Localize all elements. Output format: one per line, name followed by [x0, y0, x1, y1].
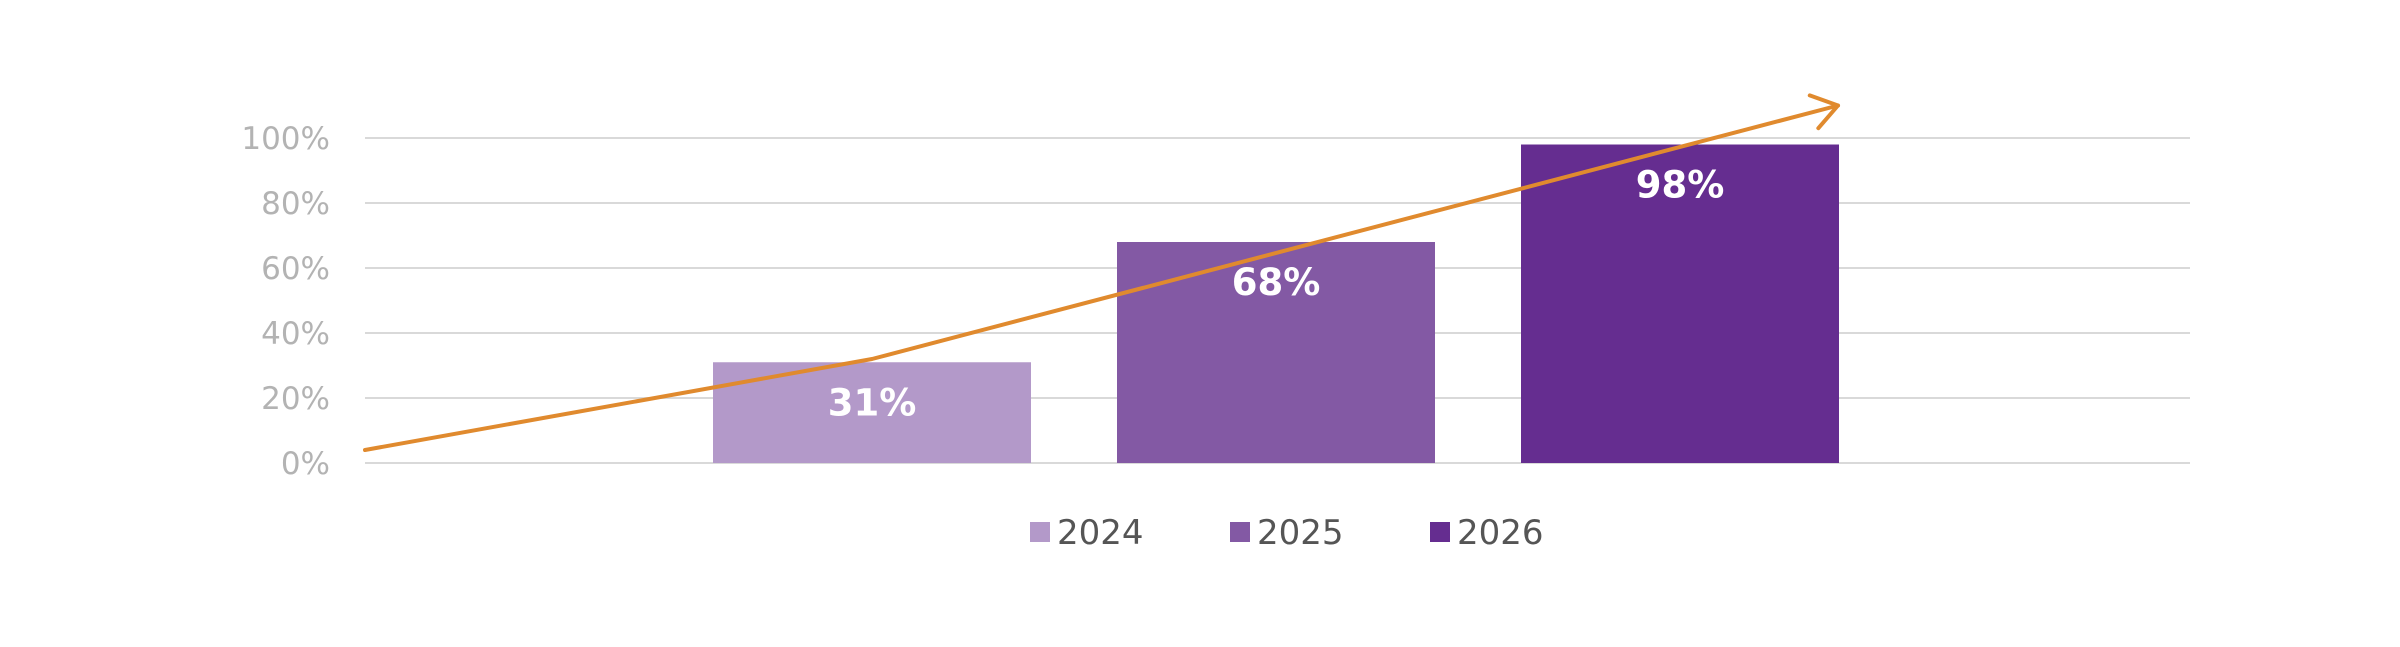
trend-arrow — [363, 93, 1840, 452]
legend: 2024 2025 2026 — [1030, 513, 1544, 553]
y-tick-label: 80% — [261, 186, 330, 222]
legend-label-2025: 2025 — [1257, 513, 1344, 553]
data-label-2024: 31% — [828, 381, 917, 424]
y-axis-tick-labels: 0% 20% 40% 60% 80% 100% — [241, 121, 330, 482]
y-tick-label: 0% — [281, 446, 330, 482]
bars — [713, 144, 1839, 463]
legend-swatch-2025 — [1230, 522, 1250, 542]
legend-swatch-2024 — [1030, 522, 1050, 542]
legend-label-2026: 2026 — [1457, 513, 1544, 553]
bar-data-labels: 31% 68% 98% — [828, 164, 1725, 425]
y-tick-label: 40% — [261, 316, 330, 352]
y-tick-label: 20% — [261, 381, 330, 417]
trend-line — [363, 103, 1840, 452]
data-label-2026: 98% — [1636, 164, 1725, 207]
bar-2026 — [1521, 144, 1839, 463]
y-tick-label: 100% — [241, 121, 330, 157]
legend-swatch-2026 — [1430, 522, 1450, 542]
legend-label-2024: 2024 — [1057, 513, 1144, 553]
trend-arrowhead — [1807, 93, 1840, 131]
data-label-2025: 68% — [1232, 261, 1321, 304]
y-tick-label: 60% — [261, 251, 330, 287]
